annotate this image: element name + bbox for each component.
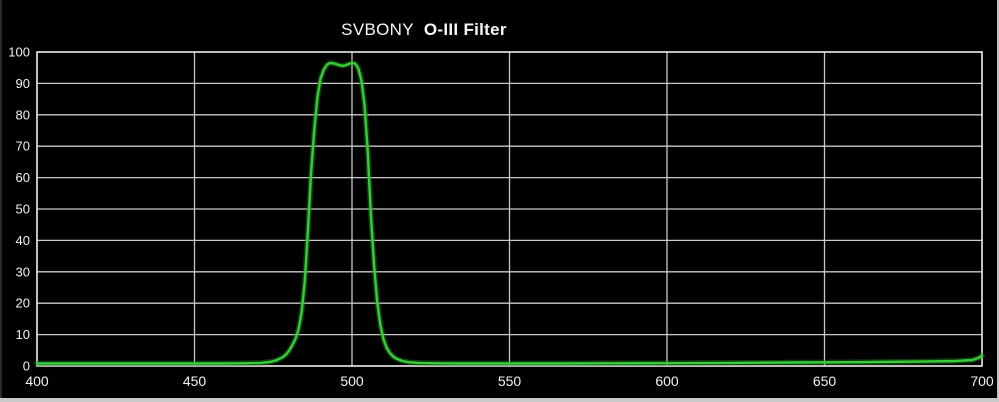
y-axis-tick-label: 90 (16, 76, 30, 91)
image-right-edge (997, 0, 999, 398)
x-axis-tick-label: 400 (25, 373, 49, 389)
y-axis-tick-label: 10 (16, 327, 30, 342)
y-axis-tick-label: 60 (16, 170, 30, 185)
y-axis-tick-label: 50 (16, 202, 30, 217)
x-axis-tick-label: 450 (183, 373, 207, 389)
y-axis-tick-label: 30 (16, 264, 30, 279)
image-left-edge (0, 0, 2, 398)
x-axis-tick-label: 700 (970, 373, 994, 389)
y-axis-tick-label: 100 (8, 45, 30, 60)
x-axis-tick-label: 600 (655, 373, 679, 389)
y-axis-tick-label: 80 (16, 107, 30, 122)
image-bottom-edge (0, 398, 999, 402)
chart-title-product: O-III Filter (423, 20, 507, 39)
y-axis-tick-label: 70 (16, 139, 30, 154)
y-axis-tick-label: 20 (16, 296, 30, 311)
x-axis-tick-label: 500 (340, 373, 364, 389)
plot-border (36, 51, 983, 367)
x-axis-tick-label: 550 (498, 373, 522, 389)
x-axis-tick-label: 650 (813, 373, 837, 389)
y-axis-tick-label: 40 (16, 233, 30, 248)
chart-title: SVBONY O-III Filter (341, 20, 507, 40)
chart-title-brand: SVBONY (341, 20, 414, 39)
transmission-curve (35, 61, 984, 365)
y-axis-tick-label: 0 (23, 359, 30, 374)
